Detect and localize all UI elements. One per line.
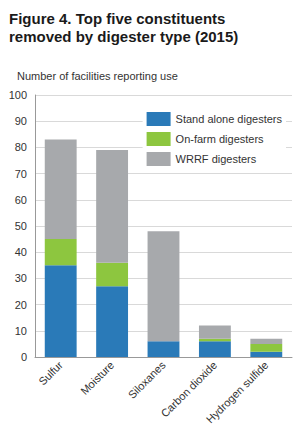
svg-text:Stand alone digesters: Stand alone digesters xyxy=(176,113,283,125)
svg-text:40: 40 xyxy=(15,246,27,258)
svg-text:On-farm digesters: On-farm digesters xyxy=(176,133,265,145)
svg-text:70: 70 xyxy=(15,168,27,180)
svg-text:Sulfur: Sulfur xyxy=(36,359,65,388)
svg-text:Hydrogen sulfide: Hydrogen sulfide xyxy=(204,359,271,426)
svg-text:Moisture: Moisture xyxy=(78,359,116,397)
svg-text:20: 20 xyxy=(15,299,27,311)
svg-text:Siloxanes: Siloxanes xyxy=(126,358,169,401)
svg-text:100: 100 xyxy=(9,89,27,101)
svg-text:10: 10 xyxy=(15,325,27,337)
svg-text:50: 50 xyxy=(15,220,27,232)
svg-text:90: 90 xyxy=(15,115,27,127)
svg-text:80: 80 xyxy=(15,141,27,153)
svg-text:0: 0 xyxy=(21,351,27,363)
svg-text:Carbon dioxide: Carbon dioxide xyxy=(158,358,220,420)
svg-text:Figure 4. Top five constituent: Figure 4. Top five constituents xyxy=(9,10,225,27)
svg-text:Number of facilities reporting: Number of facilities reporting use xyxy=(17,70,178,82)
svg-text:60: 60 xyxy=(15,194,27,206)
svg-text:30: 30 xyxy=(15,272,27,284)
svg-text:removed by digester type (2015: removed by digester type (2015) xyxy=(9,28,238,45)
svg-text:WRRF digesters: WRRF digesters xyxy=(176,153,257,165)
